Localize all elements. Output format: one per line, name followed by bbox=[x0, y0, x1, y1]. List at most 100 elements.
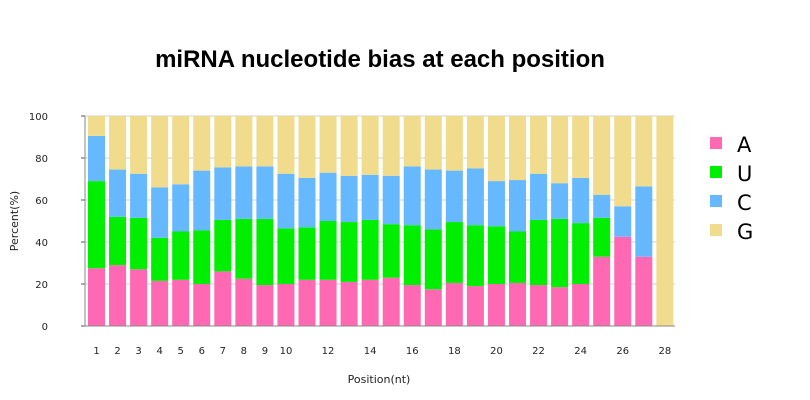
bar-segment-G bbox=[256, 116, 274, 167]
bar-segment-A bbox=[509, 282, 526, 326]
y-tick-label: 20 bbox=[35, 280, 48, 291]
bar-segment-C bbox=[424, 169, 442, 230]
bar-segment-A bbox=[340, 281, 358, 326]
bar-segment-U bbox=[214, 219, 232, 272]
x-tick-label: 4 bbox=[156, 346, 162, 357]
bar-segment-C bbox=[130, 173, 148, 218]
bar-segment-G bbox=[298, 116, 316, 178]
bar-segment-C bbox=[593, 194, 611, 218]
bar-segment-C bbox=[572, 177, 590, 224]
x-tick-label: 8 bbox=[241, 346, 247, 357]
legend-swatch-G bbox=[710, 224, 722, 236]
bar-segment-U bbox=[572, 223, 590, 284]
bar-segment-A bbox=[551, 287, 569, 326]
y-tick-label: 0 bbox=[42, 322, 48, 333]
bar-segment-G bbox=[466, 116, 484, 169]
bar-segment-G bbox=[319, 116, 337, 173]
bar-segment-U bbox=[256, 218, 274, 286]
bar-segment-C bbox=[361, 174, 379, 220]
x-tick-label: 28 bbox=[658, 346, 671, 357]
bar-segment-C bbox=[256, 166, 274, 219]
bar-segment-A bbox=[361, 279, 379, 326]
bar-segment-C bbox=[340, 175, 358, 223]
bar-segment-G bbox=[130, 116, 148, 174]
x-tick-label: 24 bbox=[574, 346, 587, 357]
y-tick-label: 100 bbox=[29, 112, 48, 123]
legend-swatch-C bbox=[710, 195, 722, 207]
y-tick-label: 80 bbox=[35, 154, 48, 165]
bar-segment-G bbox=[172, 116, 190, 185]
bar-segment-C bbox=[235, 166, 253, 219]
x-tick-label: 5 bbox=[178, 346, 184, 357]
bar-segment-G bbox=[235, 116, 253, 167]
bar-segment-G bbox=[614, 116, 632, 207]
bar-segment-G bbox=[551, 116, 569, 184]
bar-segment-C bbox=[551, 183, 569, 219]
bar-segment-U bbox=[466, 225, 484, 287]
x-tick-label: 10 bbox=[280, 346, 293, 357]
bar-segment-G bbox=[88, 116, 105, 136]
bar-segment-A bbox=[593, 256, 611, 326]
bar-segment-U bbox=[361, 219, 379, 280]
x-tick-label: 3 bbox=[135, 346, 141, 357]
bar-segment-U bbox=[340, 222, 358, 282]
bar-segment-A bbox=[487, 284, 505, 326]
x-tick-label: 1 bbox=[93, 346, 99, 357]
bar-segment-C bbox=[382, 175, 400, 225]
bar-segment-A bbox=[214, 271, 232, 326]
bar-segment-C bbox=[88, 135, 105, 182]
y-tick-label: 40 bbox=[35, 238, 48, 249]
legend-swatch-U bbox=[710, 166, 722, 178]
bar-segment-C bbox=[319, 172, 337, 221]
bar-segment-U bbox=[109, 216, 127, 266]
bar-segment-A bbox=[382, 277, 400, 326]
bar-segment-C bbox=[466, 168, 484, 226]
x-tick-label: 22 bbox=[532, 346, 545, 357]
bars bbox=[88, 116, 674, 326]
bar-segment-U bbox=[193, 230, 211, 284]
x-axis-title: Position(nt) bbox=[348, 373, 411, 386]
bar-segment-A bbox=[193, 284, 211, 326]
bar-segment-G bbox=[193, 116, 211, 171]
bar-segment-A bbox=[635, 256, 653, 326]
bar-segment-C bbox=[193, 170, 211, 231]
x-tick-label: 12 bbox=[322, 346, 335, 357]
x-tick-label: 6 bbox=[199, 346, 205, 357]
bar-segment-G bbox=[530, 116, 548, 174]
x-tick-label: 14 bbox=[364, 346, 377, 357]
bar-segment-G bbox=[635, 116, 653, 187]
bar-segment-U bbox=[319, 221, 337, 280]
bar-segment-A bbox=[572, 284, 590, 326]
bar-segment-U bbox=[235, 218, 253, 279]
bar-segment-A bbox=[530, 285, 548, 326]
x-tick-label: 18 bbox=[448, 346, 461, 357]
legend-label-G: G bbox=[737, 220, 753, 244]
bar-segment-G bbox=[361, 116, 379, 175]
bar-segment-G bbox=[214, 116, 232, 168]
bar-segment-U bbox=[530, 219, 548, 286]
bar-segment-C bbox=[614, 206, 632, 237]
bar-segment-G bbox=[593, 116, 611, 195]
x-tick-label: 16 bbox=[406, 346, 419, 357]
bar-segment-C bbox=[298, 177, 316, 228]
bar-segment-G bbox=[340, 116, 358, 176]
bar-segment-A bbox=[109, 265, 127, 326]
bar-segment-A bbox=[256, 285, 274, 326]
bar-segment-U bbox=[403, 225, 421, 286]
bar-segment-C bbox=[214, 167, 232, 220]
legend-label-U: U bbox=[737, 162, 752, 186]
bar-segment-A bbox=[403, 285, 421, 326]
bar-segment-G bbox=[572, 116, 590, 178]
x-tick-label: 26 bbox=[616, 346, 629, 357]
bar-segment-C bbox=[151, 187, 169, 238]
bar-segment-G bbox=[151, 116, 169, 188]
bar-segment-G bbox=[424, 116, 442, 170]
bar-segment-G bbox=[109, 116, 127, 170]
bar-segment-C bbox=[509, 180, 526, 232]
bar-segment-U bbox=[172, 231, 190, 280]
bar-segment-U bbox=[382, 224, 400, 278]
bar-segment-C bbox=[635, 186, 653, 257]
bar-segment-A bbox=[298, 279, 316, 326]
